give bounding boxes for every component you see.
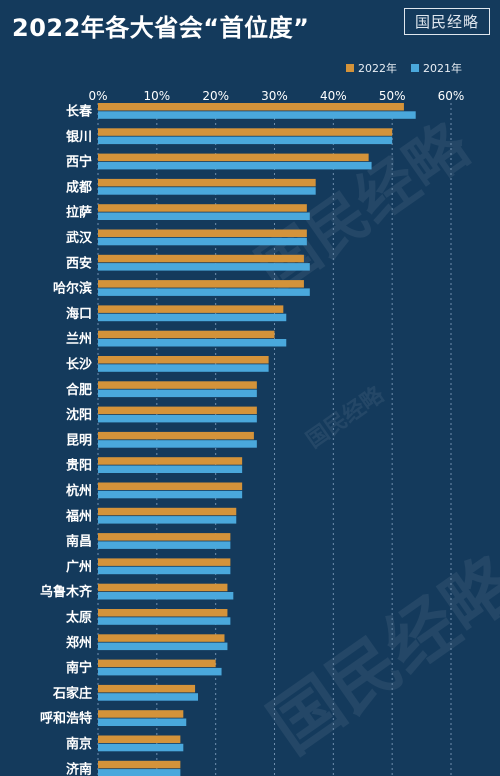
bar-2022 — [98, 204, 307, 212]
bar-2021 — [98, 187, 316, 195]
bar-2021 — [98, 667, 222, 676]
page-title: 2022年各大省会“首位度” — [12, 14, 310, 42]
bar-2022 — [98, 659, 216, 668]
x-tick-label: 20% — [202, 89, 229, 103]
bar-2022 — [98, 128, 393, 136]
category-label: 郑州 — [66, 635, 92, 651]
category-label: 南京 — [66, 736, 92, 752]
category-label: 南昌 — [66, 534, 92, 550]
category-label: 沈阳 — [66, 407, 92, 423]
bar-2021 — [98, 617, 231, 625]
bar-2022 — [98, 507, 237, 516]
category-label: 杭州 — [66, 483, 92, 499]
bar-2022 — [98, 583, 228, 592]
bar-2022 — [98, 406, 257, 415]
x-tick-label: 50% — [379, 89, 406, 103]
bar-2022 — [98, 684, 196, 693]
bar-2022 — [98, 280, 304, 288]
bar-2021 — [98, 364, 269, 372]
category-label: 西宁 — [66, 154, 92, 170]
bar-2021 — [98, 642, 228, 651]
bar-2022 — [98, 609, 228, 617]
category-label: 长沙 — [66, 357, 92, 373]
category-label: 西安 — [66, 255, 92, 271]
bar-2021 — [98, 465, 243, 473]
bar-2021 — [98, 769, 181, 776]
legend-label-2021: 2021年 — [423, 62, 462, 75]
bar-2021 — [98, 389, 257, 398]
bar-2021 — [98, 111, 416, 119]
legend-label-2022: 2022年 — [358, 62, 397, 75]
bar-2021 — [98, 414, 257, 423]
brand-logo: 国民经略 — [403, 8, 490, 35]
bar-2022 — [98, 381, 257, 389]
bar-2021 — [98, 288, 310, 296]
bar-2021 — [98, 161, 372, 170]
category-label: 福州 — [65, 508, 92, 524]
bar-2022 — [98, 153, 369, 162]
category-label: 石家庄 — [52, 685, 92, 701]
bar-2022 — [98, 634, 225, 642]
category-label: 济南 — [66, 761, 92, 776]
bar-2022 — [98, 356, 269, 364]
legend-item-2022: 2022年 — [346, 60, 397, 76]
category-label: 贵阳 — [66, 458, 92, 474]
bar-2021 — [98, 516, 237, 524]
category-label: 乌鲁木齐 — [40, 584, 93, 600]
legend-swatch-2022 — [346, 64, 354, 72]
category-label: 兰州 — [66, 331, 92, 347]
bar-2022 — [98, 735, 181, 743]
bar-2021 — [98, 440, 257, 448]
category-label: 武汉 — [66, 230, 93, 246]
x-tick-label: 40% — [320, 89, 347, 103]
category-label: 哈尔滨 — [53, 281, 92, 297]
category-label: 海口 — [66, 306, 92, 322]
bar-2021 — [98, 313, 287, 322]
x-tick-label: 30% — [261, 89, 288, 103]
legend-swatch-2021 — [411, 64, 419, 72]
bar-2022 — [98, 254, 304, 263]
bar-2022 — [98, 558, 231, 566]
bar-2022 — [98, 533, 231, 541]
bar-2022 — [98, 710, 184, 718]
category-label: 广州 — [66, 559, 92, 575]
bar-2021 — [98, 541, 231, 549]
category-label: 呼和浩特 — [40, 711, 92, 727]
bar-2021 — [98, 237, 307, 246]
bar-2022 — [98, 330, 275, 339]
bar-2022 — [98, 457, 243, 465]
legend-item-2021: 2021年 — [411, 60, 462, 76]
category-label: 合肥 — [66, 382, 92, 398]
x-tick-label: 10% — [143, 89, 170, 103]
bar-2022 — [98, 760, 181, 769]
bar-2021 — [98, 693, 199, 701]
bar-2021 — [98, 743, 184, 752]
bar-2022 — [98, 305, 284, 313]
category-label: 太原 — [65, 610, 92, 626]
bar-2022 — [98, 103, 404, 111]
bar-2022 — [98, 431, 254, 440]
bar-2021 — [98, 136, 393, 145]
chart-legend: 2022年 2021年 — [346, 60, 462, 76]
bar-2022 — [98, 229, 307, 237]
category-label: 银川 — [66, 129, 92, 145]
x-tick-label: 60% — [438, 89, 465, 103]
bar-2022 — [98, 178, 316, 187]
bar-2021 — [98, 490, 243, 499]
category-label: 南宁 — [66, 660, 92, 676]
bar-2021 — [98, 339, 287, 347]
bar-2021 — [98, 566, 231, 575]
x-tick-label: 0% — [88, 89, 107, 103]
category-label: 成都 — [66, 179, 92, 195]
bar-2021 — [98, 212, 310, 220]
bar-2021 — [98, 263, 310, 271]
bar-2021 — [98, 592, 234, 600]
bar-2021 — [98, 718, 187, 726]
category-label: 昆明 — [66, 432, 92, 448]
bar-2022 — [98, 482, 243, 490]
category-label: 拉萨 — [66, 205, 92, 221]
category-label: 长春 — [66, 104, 93, 120]
